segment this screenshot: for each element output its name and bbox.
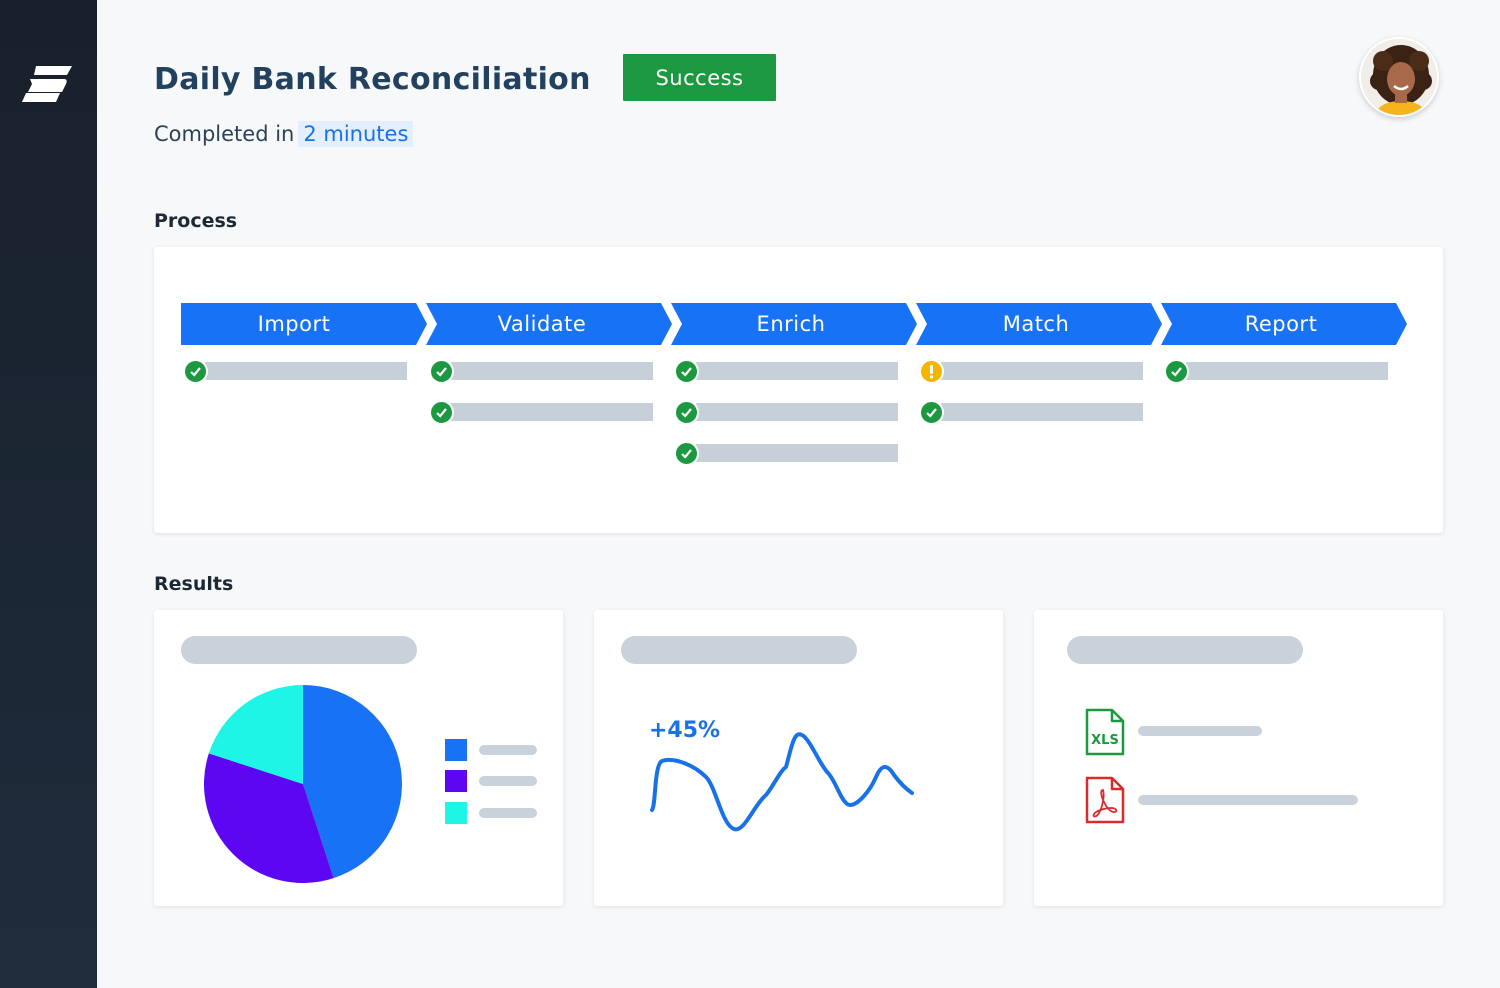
check-circle-icon: [1164, 358, 1189, 384]
check-circle-icon: [919, 399, 944, 425]
task-bar: [1186, 362, 1388, 380]
trend-card[interactable]: +45%: [594, 610, 1003, 906]
main-content: Daily Bank Reconciliation Success Comple…: [97, 0, 1500, 988]
pdf-file-icon: [1085, 776, 1125, 824]
user-avatar[interactable]: [1359, 37, 1439, 117]
task-row[interactable]: [674, 358, 898, 384]
legend-swatch: [445, 739, 467, 761]
svg-text:XLS: XLS: [1091, 733, 1119, 748]
status-badge: Success: [623, 54, 776, 101]
check-circle-icon: [183, 358, 208, 384]
legend-label-placeholder: [479, 776, 537, 786]
process-card: Import Validate Enrich Match Report: [154, 247, 1443, 533]
pie-slice: [208, 685, 303, 784]
check-circle-icon: [429, 399, 454, 425]
task-bar: [696, 362, 898, 380]
task-bar: [451, 362, 653, 380]
check-circle-icon: [674, 399, 699, 425]
check-circle-icon: [674, 440, 699, 466]
task-row[interactable]: [429, 358, 653, 384]
task-bar: [941, 403, 1143, 421]
completion-summary: Completed in 2 minutes: [154, 121, 414, 147]
task-bar: [451, 403, 653, 421]
step-arrow-import: [181, 303, 427, 345]
task-row[interactable]: [1164, 358, 1388, 384]
task-bar: [941, 362, 1143, 380]
step-validate[interactable]: Validate: [497, 312, 587, 336]
task-bar: [696, 444, 898, 462]
pie-chart: [204, 685, 402, 883]
task-bar: [696, 403, 898, 421]
step-arrow-report: [1161, 303, 1407, 345]
legend-item: [445, 770, 537, 792]
task-row[interactable]: [429, 399, 653, 425]
page-title: Daily Bank Reconciliation: [154, 62, 591, 97]
pie-slice: [303, 685, 402, 879]
task-bar: [205, 362, 407, 380]
legend-label-placeholder: [479, 808, 537, 818]
legend-swatch: [445, 770, 467, 792]
task-row[interactable]: [183, 358, 407, 384]
task-row[interactable]: [674, 440, 898, 466]
task-row[interactable]: [919, 399, 1143, 425]
task-row[interactable]: [674, 399, 898, 425]
step-arrow-enrich: [671, 303, 917, 345]
pie-slice: [204, 753, 334, 883]
file-name-placeholder: [1138, 795, 1358, 805]
step-arrow-match: [916, 303, 1162, 345]
growth-percentage: +45%: [649, 718, 721, 743]
file-row-pdf[interactable]: [1084, 776, 1358, 824]
legend-item: [445, 802, 537, 824]
pie-chart-card[interactable]: [154, 610, 563, 906]
legend-label-placeholder: [479, 745, 537, 755]
step-match[interactable]: Match: [1002, 312, 1070, 336]
trend-line: [650, 732, 914, 832]
card-title-placeholder: [181, 636, 417, 664]
xls-file-icon: XLS: [1085, 708, 1125, 756]
results-section-label: Results: [154, 573, 234, 595]
check-circle-icon: [674, 358, 699, 384]
completion-prefix: Completed in: [154, 122, 295, 146]
card-title-placeholder: [1067, 636, 1303, 664]
app-logo-icon[interactable]: [22, 62, 74, 106]
step-enrich[interactable]: Enrich: [756, 312, 826, 336]
duration-highlight: 2 minutes: [298, 121, 414, 147]
warning-circle-icon: [919, 358, 944, 384]
trend-line-chart: [650, 732, 914, 832]
step-report[interactable]: Report: [1244, 312, 1318, 336]
avatar-photo: [1361, 39, 1437, 115]
step-import[interactable]: Import: [257, 312, 331, 336]
legend-swatch: [445, 802, 467, 824]
process-steps-graphic: [181, 303, 1407, 345]
check-circle-icon: [429, 358, 454, 384]
file-row-xls[interactable]: XLS: [1084, 708, 1262, 756]
task-row[interactable]: [919, 358, 1143, 384]
card-title-placeholder: [621, 636, 857, 664]
files-card[interactable]: XLS: [1034, 610, 1443, 906]
legend-item: [445, 739, 537, 761]
file-name-placeholder: [1138, 726, 1262, 736]
step-arrow-validate: [426, 303, 672, 345]
process-section-label: Process: [154, 210, 238, 232]
sidebar: [0, 0, 97, 988]
